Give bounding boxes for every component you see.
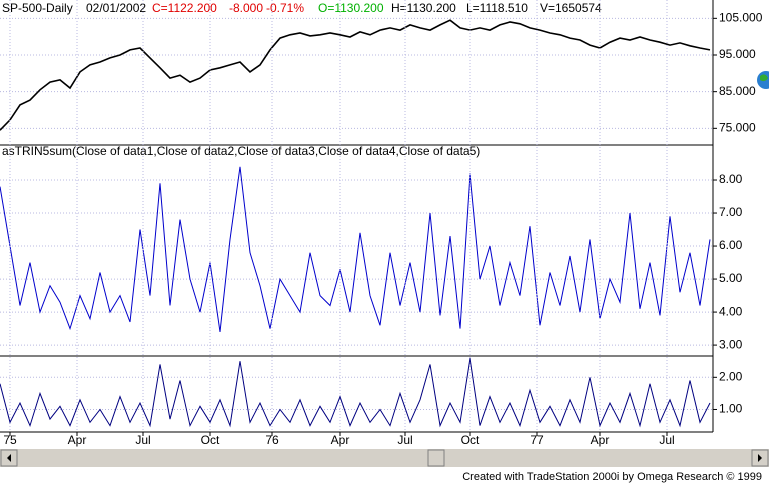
x-tick-label: Apr <box>68 433 87 447</box>
y-tick-label: 7.00 <box>719 205 743 219</box>
y-tick-label: 6.00 <box>719 238 743 252</box>
volume: V=1650574 <box>540 1 602 15</box>
y-tick-label: 75.000 <box>719 121 756 135</box>
x-tick-label: Oct <box>461 433 480 447</box>
x-tick-label: Oct <box>201 433 220 447</box>
change: -8.000 <box>229 1 263 15</box>
indicator-title: asTRIN5sum(Close of data1,Close of data2… <box>2 144 480 158</box>
scrollbar[interactable] <box>0 449 769 467</box>
y-tick-label: 2.00 <box>719 369 743 383</box>
close: C=1122.200 <box>152 1 217 15</box>
x-tick-label: Apr <box>331 433 350 447</box>
low: L=1118.510 <box>466 1 528 15</box>
y-tick-label: 8.00 <box>719 172 743 186</box>
change-pct: -0.71% <box>266 1 304 15</box>
arrow <box>758 454 762 462</box>
globe-land <box>760 74 768 82</box>
scroll-track <box>0 449 769 467</box>
x-tick-label: Jul <box>659 433 674 447</box>
x-tick-label: 75 <box>3 433 17 447</box>
high: H=1130.200 <box>391 1 456 15</box>
arrow <box>7 454 11 462</box>
series-line <box>0 19 711 131</box>
y-tick-label: 105.000 <box>719 11 763 25</box>
x-tick-label: 76 <box>265 433 279 447</box>
footer: Created with TradeStation 2000i by Omega… <box>462 471 762 483</box>
y-tick-label: 95.000 <box>719 47 756 61</box>
x-tick-label: Jul <box>397 433 412 447</box>
y-tick-label: 3.00 <box>719 337 743 351</box>
x-tick-label: Apr <box>591 433 610 447</box>
header: SP-500-Daily 02/01/2002 C=1122.200 -8.00… <box>2 1 602 15</box>
series-line <box>0 357 711 428</box>
y-tick-label: 1.00 <box>719 402 743 416</box>
symbol: SP-500-Daily <box>2 1 73 15</box>
open: O=1130.200 <box>318 1 384 15</box>
date: 02/01/2002 <box>86 1 146 15</box>
y-tick-label: 85.000 <box>719 84 756 98</box>
y-tick-label: 4.00 <box>719 304 743 318</box>
scroll-thumb[interactable] <box>427 449 445 467</box>
x-tick-label: 77 <box>530 433 544 447</box>
y-tick-label: 5.00 <box>719 271 743 285</box>
x-tick-label: Jul <box>135 433 150 447</box>
series-line <box>0 166 711 332</box>
